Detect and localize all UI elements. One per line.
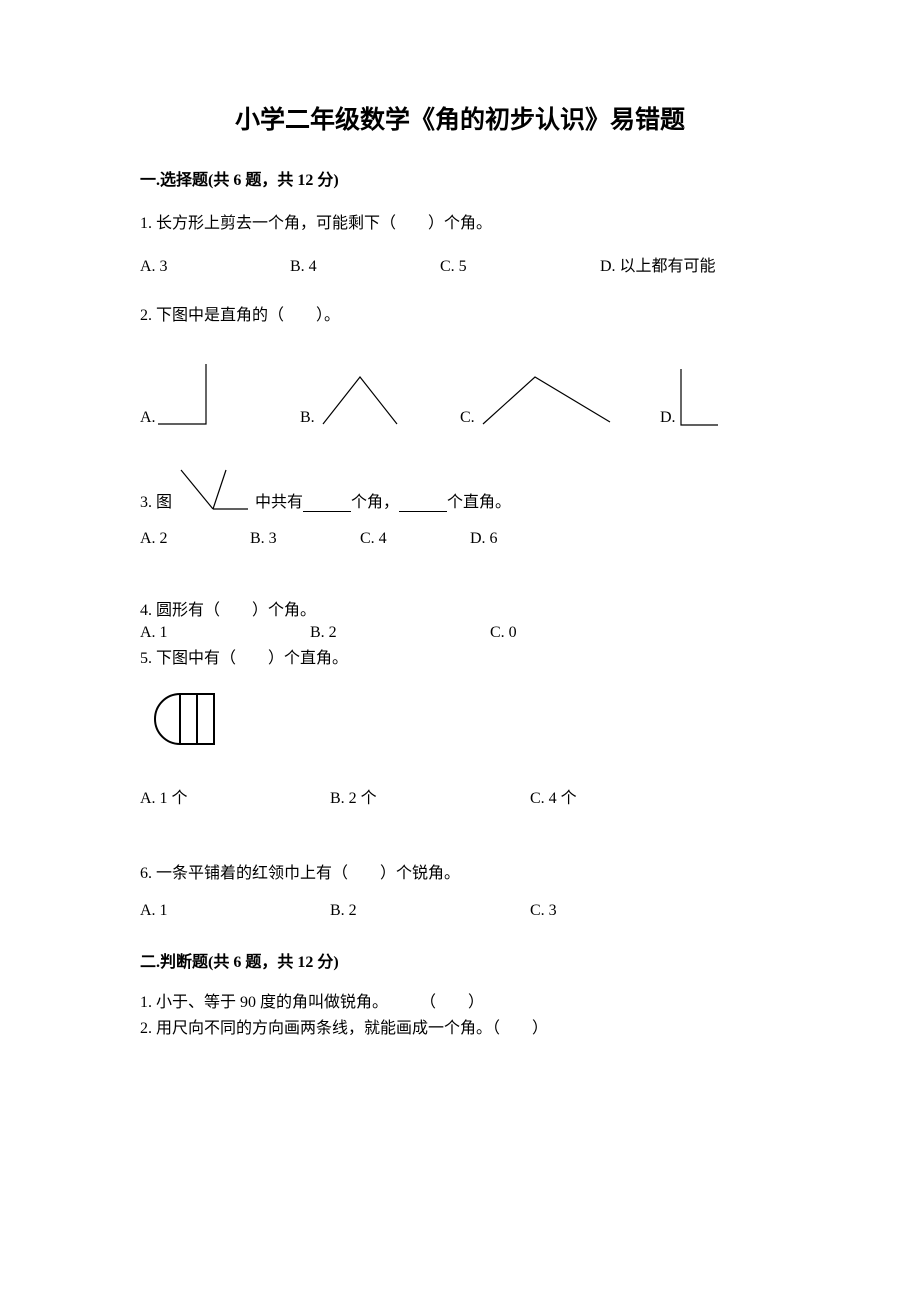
q3-options: A. 2 B. 3 C. 4 D. 6 (140, 530, 780, 548)
section2-header: 二.判断题(共 6 题，共 12 分) (140, 948, 780, 972)
q6-options: A. 1 B. 2 C. 3 (140, 902, 780, 920)
q2-options: A. B. C. D. (140, 362, 780, 427)
q2-optA: A. (140, 362, 300, 427)
q3-mid1: 中共有 (255, 488, 303, 512)
q3-pre: 3. 图 (140, 488, 172, 512)
blank-1 (303, 496, 351, 512)
q6-optA: A. 1 (140, 902, 330, 920)
acute-angle-icon (315, 372, 405, 427)
q6-optB: B. 2 (330, 902, 530, 920)
q2-optA-label: A. (140, 409, 156, 427)
q5-optA: A. 1 个 (140, 784, 330, 808)
obtuse-angle-icon (475, 372, 615, 427)
section1-header: 一.选择题(共 6 题，共 12 分) (140, 166, 780, 190)
q2-optD: D. (660, 367, 721, 427)
q2-optC-label: C. (460, 409, 475, 427)
q4-text: 4. 圆形有（ ）个角。 (140, 598, 780, 624)
q1-optD: D. 以上都有可能 (600, 252, 716, 276)
q4-options: A. 1 B. 2 C. 0 (140, 624, 780, 642)
q2-text: 2. 下图中是直角的（ ）。 (140, 300, 780, 332)
q3-mid3: 个直角。 (447, 488, 511, 512)
page-title: 小学二年级数学《角的初步认识》易错题 (140, 100, 780, 136)
q3-optC: C. 4 (360, 530, 470, 548)
q5-options: A. 1 个 B. 2 个 C. 4 个 (140, 784, 780, 808)
s2-q1: 1. 小于、等于 90 度的角叫做锐角。 （ ） (140, 990, 780, 1016)
three-ray-angle-icon (176, 467, 251, 512)
q5-figure (140, 689, 780, 754)
q1-optC: C. 5 (440, 252, 600, 276)
q3-optD: D. 6 (470, 530, 498, 548)
s2-q2: 2. 用尺向不同的方向画两条线，就能画成一个角。（ ） (140, 1016, 780, 1042)
q3-optB: B. 3 (250, 530, 360, 548)
semicircle-rect-icon (140, 689, 218, 749)
q4-optB: B. 2 (310, 624, 490, 642)
q2-optC: C. (460, 372, 660, 427)
q2-optD-label: D. (660, 409, 676, 427)
q5-text: 5. 下图中有（ ）个直角。 (140, 646, 780, 672)
q2-optB: B. (300, 372, 460, 427)
q1-optB: B. 4 (290, 252, 440, 276)
blank-2 (399, 496, 447, 512)
q1-optA: A. 3 (140, 252, 290, 276)
q1-options: A. 3 B. 4 C. 5 D. 以上都有可能 (140, 252, 780, 276)
q6-text: 6. 一条平铺着的红领巾上有（ ）个锐角。 (140, 858, 780, 890)
q3-optA: A. 2 (140, 530, 250, 548)
q3-mid2: 个角， (351, 488, 399, 512)
right-angle-icon (156, 362, 216, 427)
q5-optB: B. 2 个 (330, 784, 530, 808)
q6-optC: C. 3 (530, 902, 557, 920)
q2-optB-label: B. (300, 409, 315, 427)
q4-optC: C. 0 (490, 624, 517, 642)
q5-optC: C. 4 个 (530, 784, 577, 808)
q3-line: 3. 图 中共有 个角， 个直角。 (140, 467, 780, 512)
q4-optA: A. 1 (140, 624, 310, 642)
q1-text: 1. 长方形上剪去一个角，可能剩下（ ）个角。 (140, 208, 780, 240)
right-angle-small-icon (676, 367, 721, 427)
